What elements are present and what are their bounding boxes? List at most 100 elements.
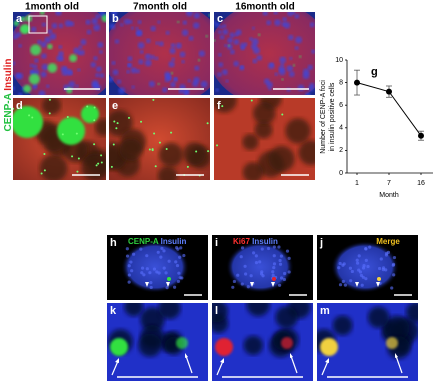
nucleus: [93, 56, 98, 61]
green-focus: [281, 113, 284, 116]
nucleus: [272, 245, 276, 249]
green-focus: [43, 152, 46, 155]
nucleus: [109, 23, 116, 30]
nucleus: [214, 22, 220, 28]
nucleus: [231, 285, 235, 289]
green-focus: [153, 132, 156, 135]
green-spot: [23, 84, 32, 93]
dark-nucleus: [158, 303, 181, 320]
image-panel: [212, 303, 313, 381]
panel-letter: h: [110, 237, 117, 249]
nucleus: [274, 19, 281, 26]
nucleus: [31, 26, 37, 32]
nucleus: [364, 277, 368, 281]
nucleus: [384, 268, 388, 272]
nucleus: [175, 42, 182, 49]
stain-label: Merge: [376, 237, 400, 246]
dark-nucleus: [212, 303, 228, 323]
green-focus: [48, 112, 51, 115]
image-panel: [109, 98, 210, 180]
nucleus: [86, 29, 92, 35]
nucleus: [242, 162, 264, 180]
green-focus: [86, 105, 89, 108]
green-spot: [170, 71, 174, 75]
nucleus: [78, 45, 83, 49]
green-focus: [207, 150, 210, 153]
green-spot: [292, 64, 296, 67]
nucleus: [125, 247, 129, 251]
x-tick-label: 7: [387, 180, 391, 187]
green-focus: [216, 144, 219, 147]
nucleus: [298, 140, 315, 166]
nucleus: [277, 245, 281, 249]
nucleus: [18, 43, 23, 48]
nucleus: [392, 255, 397, 260]
nucleus: [240, 246, 245, 250]
green-spot: [281, 78, 284, 81]
nucleus: [222, 24, 227, 29]
nucleus: [29, 69, 34, 75]
nucleus: [182, 89, 189, 95]
image-panel: [109, 12, 210, 95]
nucleus: [55, 12, 62, 16]
green-focus: [250, 99, 253, 102]
arrowhead: [145, 282, 149, 287]
nucleus: [233, 39, 240, 45]
nucleus: [173, 77, 178, 83]
nucleus: [130, 269, 134, 273]
green-spot: [47, 43, 53, 50]
nucleus: [150, 54, 155, 60]
arrowhead: [166, 282, 170, 287]
nucleus: [145, 267, 149, 271]
nucleus: [240, 46, 245, 51]
nucleus: [95, 14, 100, 19]
green-spot: [20, 16, 26, 22]
nucleus: [302, 68, 310, 76]
nucleus: [127, 264, 131, 268]
nucleus: [39, 154, 68, 180]
green-focus: [113, 120, 116, 123]
zoom-box: [28, 15, 48, 34]
nucleus: [349, 279, 353, 283]
nucleus: [225, 79, 229, 83]
nucleus: [266, 81, 273, 89]
image-panel: [214, 98, 315, 180]
nucleus: [305, 92, 311, 95]
nucleus: [262, 12, 268, 16]
dark-nucleus: [332, 315, 353, 336]
nucleus: [162, 249, 166, 253]
nucleus: [272, 254, 276, 258]
nucleus: [357, 254, 361, 258]
nucleus: [96, 66, 102, 72]
arrowhead: [395, 353, 398, 358]
green-spot: [28, 73, 40, 85]
panel-letter: m: [320, 305, 330, 317]
nucleus: [51, 22, 58, 29]
green-spot: [47, 63, 58, 73]
green-focus: [66, 115, 69, 118]
nucleus: [135, 68, 140, 74]
nucleus: [158, 142, 184, 167]
green-focus: [148, 148, 151, 151]
nucleus: [268, 145, 295, 172]
nucleus: [175, 263, 180, 268]
nucleus: [311, 49, 315, 54]
nucleus: [215, 88, 219, 92]
nucleus: [165, 30, 170, 35]
nucleus: [114, 39, 120, 44]
nucleus: [185, 12, 193, 17]
green-spot: [20, 25, 29, 34]
arrowhead: [290, 353, 293, 358]
nucleus: [77, 68, 81, 72]
nucleus: [13, 86, 16, 91]
positive-nucleus: [110, 338, 128, 356]
nucleus: [292, 12, 296, 15]
nucleus: [81, 153, 106, 180]
image-panel: [13, 98, 106, 180]
green-focus: [152, 98, 155, 101]
nucleus: [130, 67, 137, 74]
nucleus: [222, 29, 229, 35]
nucleus: [278, 262, 283, 266]
nucleus: [148, 80, 155, 87]
green-focus: [40, 172, 43, 175]
